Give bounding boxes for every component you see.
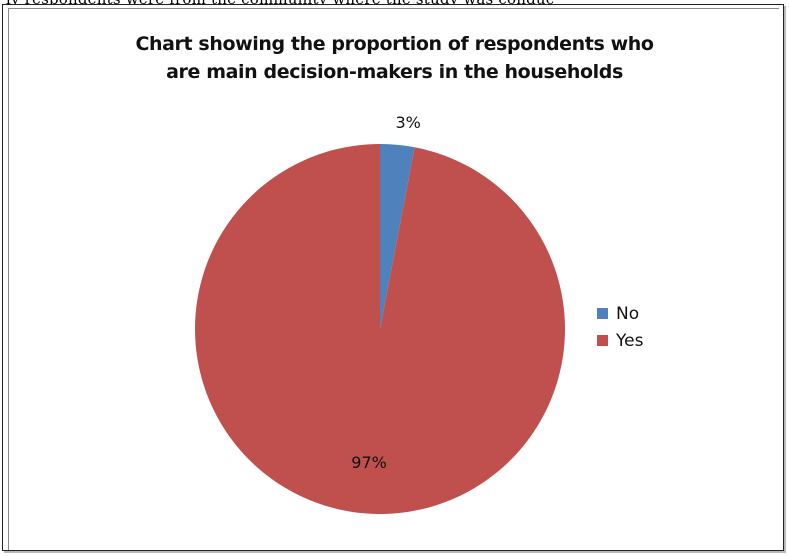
legend-swatch-yes bbox=[597, 335, 608, 346]
chart-legend: No Yes bbox=[597, 300, 643, 354]
data-label-yes: 97% bbox=[351, 453, 387, 473]
legend-swatch-no bbox=[597, 308, 608, 319]
chart-title-line-1: Chart showing the proportion of responde… bbox=[135, 33, 654, 55]
pie-slice-yes bbox=[194, 144, 565, 515]
legend-label-no: No bbox=[616, 303, 640, 324]
legend-item-yes: Yes bbox=[597, 327, 643, 354]
legend-item-no: No bbox=[597, 300, 643, 327]
pie-slice-no bbox=[380, 144, 415, 329]
chart-title-line-2: are main decision-makers in the househol… bbox=[166, 61, 623, 83]
legend-label-yes: Yes bbox=[616, 330, 644, 351]
chart-title: Chart showing the proportion of responde… bbox=[0, 30, 789, 86]
chart-inner-border bbox=[8, 8, 779, 550]
data-label-no: 3% bbox=[395, 112, 421, 132]
